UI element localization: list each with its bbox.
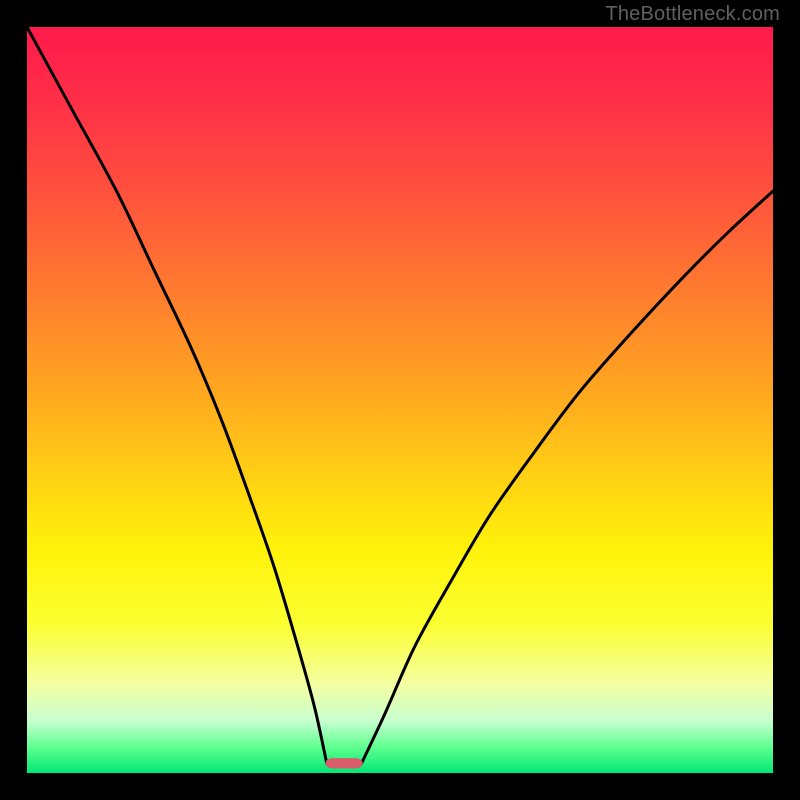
bottleneck-chart xyxy=(0,0,800,800)
optimum-marker xyxy=(325,758,362,768)
chart-container: TheBottleneck.com xyxy=(0,0,800,800)
watermark-text: TheBottleneck.com xyxy=(605,3,780,26)
